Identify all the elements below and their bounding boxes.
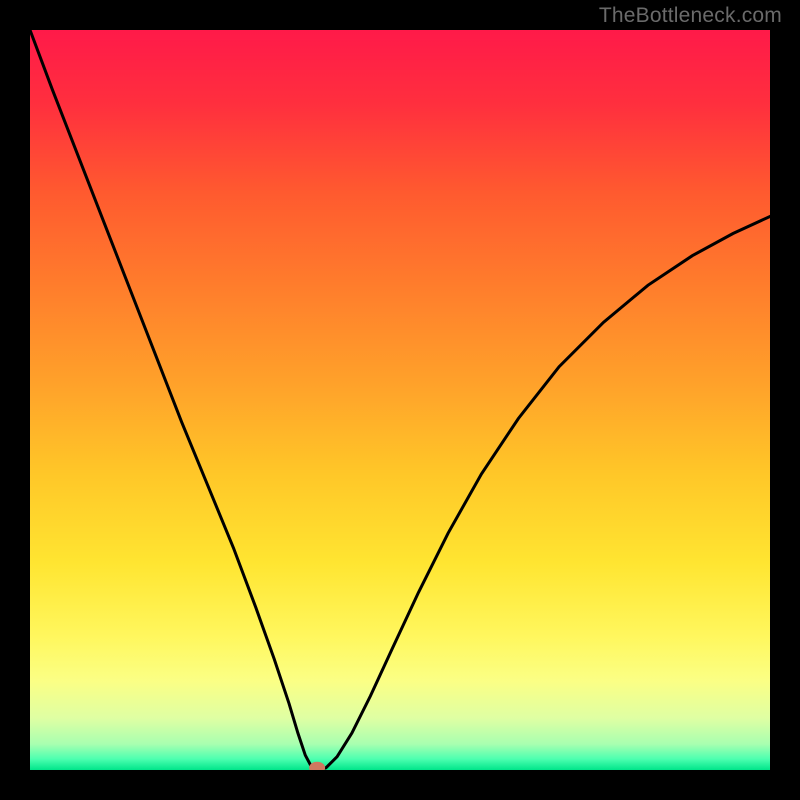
plot-area: [30, 30, 770, 770]
watermark-text: TheBottleneck.com: [599, 4, 782, 28]
curve-left-branch: [30, 30, 317, 770]
bottleneck-curve: [30, 30, 770, 770]
curve-right-branch: [317, 216, 770, 770]
minimum-marker: [309, 762, 325, 770]
